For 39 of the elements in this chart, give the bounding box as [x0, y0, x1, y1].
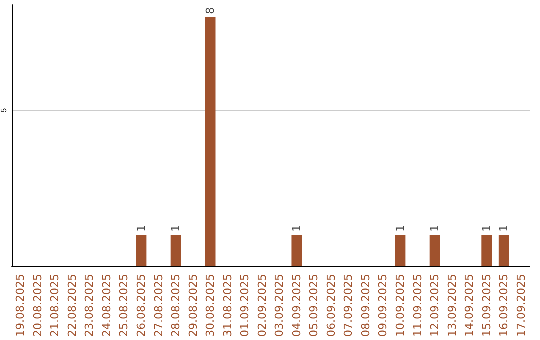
x-tick-label: 30.08.2025 [204, 274, 218, 338]
x-tick-label: 14.09.2025 [463, 274, 476, 338]
x-tick-label: 28.08.2025 [170, 274, 183, 338]
x-tick-label: 15.09.2025 [480, 274, 494, 338]
x-tick-label: 29.08.2025 [186, 274, 200, 338]
x-tick-label: 11.09.2025 [411, 274, 424, 338]
x-tick-label: 05.09.2025 [308, 274, 321, 338]
data-label: 8 [204, 7, 218, 14]
x-tick-label: 23.08.2025 [83, 274, 96, 338]
x-tick-label: 22.08.2025 [66, 274, 79, 338]
x-tick-label: 27.08.2025 [152, 274, 166, 338]
x-tick-label: 21.08.2025 [48, 274, 62, 338]
x-tick-label: 20.08.2025 [31, 274, 44, 338]
x-tick-label: 04.09.2025 [290, 274, 304, 338]
x-tick-label: 08.09.2025 [359, 274, 372, 338]
x-tick-label: 13.09.2025 [446, 274, 459, 338]
data-label: 1 [498, 224, 511, 232]
x-tick-label: 19.08.2025 [14, 274, 28, 338]
x-tick-label: 24.08.2025 [100, 274, 114, 338]
x-tick-label: 16.09.2025 [498, 274, 511, 338]
data-label: 1 [394, 224, 407, 232]
x-tick-label: 17.09.2025 [514, 274, 528, 338]
data-label: 1 [428, 224, 442, 232]
x-tick-label: 10.09.2025 [394, 274, 407, 338]
x-tick-label: 12.09.2025 [428, 274, 442, 338]
x-tick-label: 03.09.2025 [273, 274, 286, 338]
x-tick-label: 09.09.2025 [376, 274, 390, 338]
x-tick-label: 02.09.2025 [256, 274, 269, 338]
x-tick-label: 01.09.2025 [238, 274, 252, 338]
data-label: 1 [480, 224, 494, 232]
data-label: 1 [135, 224, 148, 232]
x-tick-label: 26.08.2025 [135, 274, 148, 338]
data-label: 1 [290, 224, 304, 232]
y-tick-label: 5 [0, 108, 8, 113]
x-tick-label: 25.08.2025 [118, 274, 131, 338]
data-label: 1 [170, 224, 183, 232]
x-tick-label: 31.08.2025 [221, 274, 234, 338]
x-tick-label: 06.09.2025 [324, 274, 338, 338]
x-tick-label: 07.09.2025 [342, 274, 356, 338]
